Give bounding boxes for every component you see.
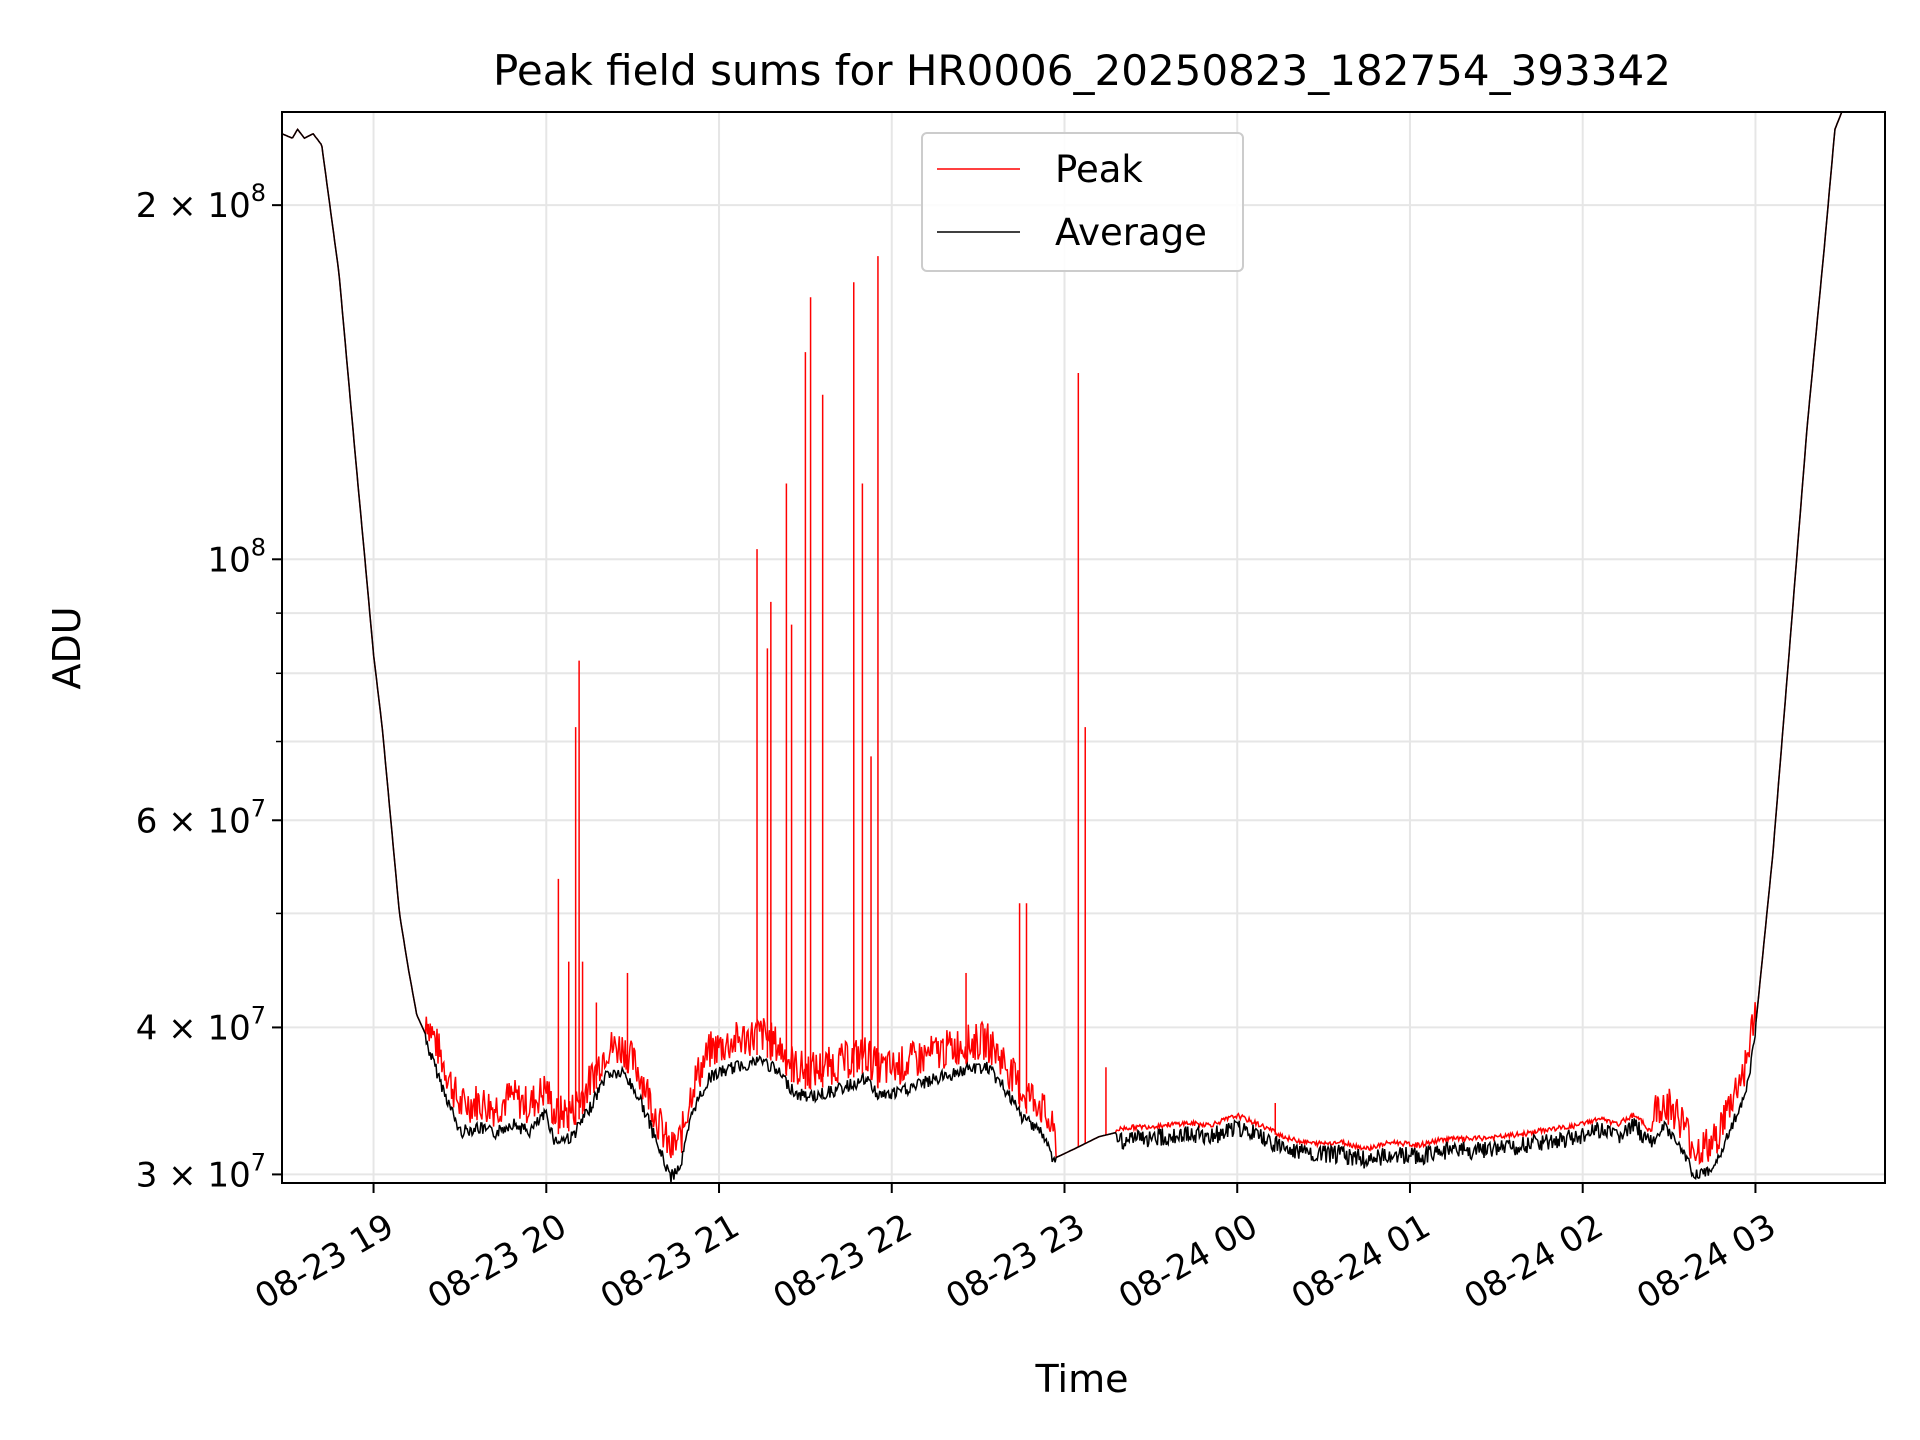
plot-area [281, 111, 1843, 1183]
y-tick-label: 6 × 107 [136, 794, 266, 841]
legend-peak-label: Peak [1055, 148, 1143, 191]
chart-title: Peak field sums for HR0006_20250823_1827… [493, 46, 1671, 95]
y-axis: 3 × 107 4 × 107 6 × 107 108 2 × 108 [136, 179, 282, 1195]
legend-average-label: Average [1055, 211, 1207, 254]
axes-frame [281, 111, 1886, 1184]
y-tick-label: 2 × 108 [136, 179, 266, 226]
average-series-line [281, 111, 1843, 1183]
legend-frame [921, 132, 1244, 272]
y-tick-label: 4 × 107 [136, 1001, 266, 1048]
y-tick-label: 3 × 107 [136, 1148, 266, 1195]
legend: Peak Average [921, 132, 1244, 272]
y-axis-label: ADU [45, 606, 89, 689]
x-axis-label: Time [1035, 1357, 1129, 1401]
y-tick-label: 108 [207, 533, 266, 580]
